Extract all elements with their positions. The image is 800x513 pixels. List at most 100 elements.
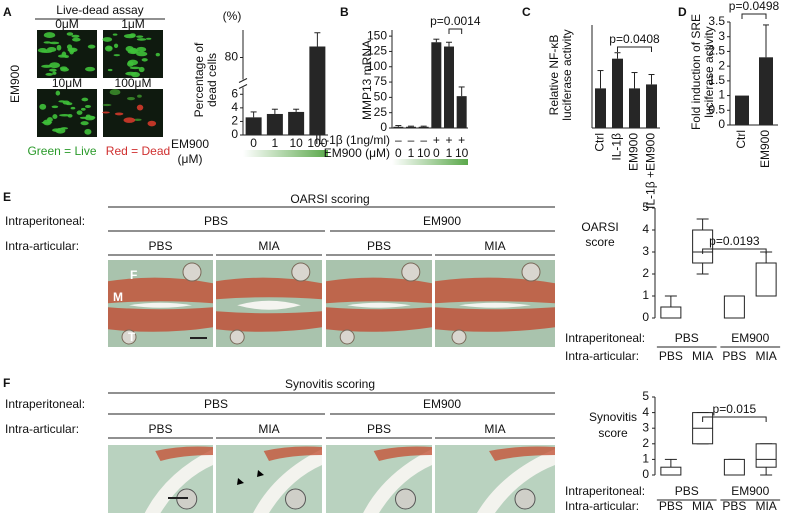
- joint-space: [347, 302, 411, 308]
- significance-bracket: [741, 13, 767, 19]
- bar: [393, 126, 404, 128]
- cell: [71, 34, 80, 38]
- cartilage: [326, 277, 432, 304]
- cell: [80, 121, 89, 126]
- x-tick-label: MIA: [692, 499, 713, 513]
- row-label: IL-1β (1ng/ml): [315, 133, 390, 147]
- gradient-bar: [392, 159, 468, 165]
- bar: [456, 96, 467, 128]
- row-label: Intra-articular:: [5, 239, 79, 253]
- significance-bracket: [702, 248, 767, 254]
- x-tick-label: MIA: [755, 499, 776, 513]
- marrow: [401, 262, 421, 282]
- cartilage: [489, 446, 555, 461]
- y-tick-label: 0: [380, 120, 387, 134]
- y-axis-label: Fold induction of SRE: [689, 14, 703, 130]
- cell: [51, 105, 59, 109]
- panel-letter: E: [3, 190, 11, 204]
- marrow: [514, 488, 536, 510]
- significance-bracket: [448, 28, 463, 34]
- bar: [245, 117, 262, 135]
- gradient-bar: [243, 150, 328, 157]
- synovium: [363, 449, 432, 513]
- synovium: [253, 449, 322, 513]
- y-tick-label: 75: [374, 74, 388, 88]
- cell: [37, 48, 48, 53]
- x-tick-label: PBS: [722, 499, 746, 513]
- cell: [66, 32, 74, 36]
- y-tick-label: 2: [718, 58, 725, 72]
- cell: [58, 100, 66, 103]
- y-tick-label: 4: [231, 100, 238, 114]
- row-label: Intra-articular:: [5, 422, 79, 436]
- x-tick-label: Ctrl: [593, 133, 607, 152]
- cartilage: [263, 446, 322, 461]
- y-tick-label: 3: [718, 29, 725, 43]
- y-tick-label: 125: [367, 44, 387, 58]
- cell: [76, 110, 83, 115]
- row-label: Intra-articular:: [565, 499, 639, 513]
- panel-letter: C: [522, 5, 531, 19]
- y-tick-label: 4: [642, 222, 649, 236]
- cartilage: [108, 277, 213, 304]
- cell: [52, 114, 58, 120]
- bar: [309, 46, 326, 135]
- x-tick-label: PBS: [722, 349, 746, 363]
- subgroup-label: MIA: [484, 239, 505, 253]
- cell: [60, 67, 69, 72]
- cell: [85, 66, 96, 72]
- cell: [87, 44, 96, 49]
- condition-label: –: [420, 133, 427, 147]
- condition-label: +: [433, 133, 440, 147]
- subgroup-label: MIA: [484, 422, 505, 436]
- y-tick-label: 1: [718, 88, 725, 102]
- subgroup-label: PBS: [148, 422, 172, 436]
- x-axis-label: EM900: [171, 137, 209, 151]
- cell: [41, 64, 53, 68]
- group-label: PBS: [675, 484, 699, 498]
- cartilage: [108, 307, 213, 332]
- bar: [266, 113, 283, 135]
- marrow: [182, 262, 202, 282]
- y-unit: (%): [223, 9, 242, 23]
- group-label: PBS: [204, 214, 228, 228]
- cell: [43, 41, 52, 44]
- cell: [123, 117, 136, 123]
- group-label: PBS: [204, 397, 228, 411]
- row-label: EM900 (μM): [324, 146, 390, 160]
- condition-label: +: [458, 133, 465, 147]
- bar: [595, 88, 606, 128]
- cell: [39, 103, 47, 110]
- y-axis-label: OARSI: [581, 220, 618, 234]
- cell: [60, 127, 69, 130]
- x-tick-label: 1: [408, 146, 415, 160]
- y-tick-label: 2: [642, 436, 649, 450]
- cell: [88, 115, 96, 120]
- arrowhead: [257, 470, 264, 477]
- cell: [45, 72, 53, 76]
- y-tick-label: 0: [642, 467, 649, 481]
- cell: [137, 94, 142, 98]
- x-tick-label: 0: [395, 146, 402, 160]
- cell: [133, 118, 142, 121]
- significance-bracket: [702, 416, 767, 422]
- cell: [79, 116, 89, 119]
- p-value: p=0.015: [713, 402, 757, 416]
- box: [723, 295, 745, 319]
- y-tick-label: 4: [642, 405, 649, 419]
- marrow: [395, 488, 416, 510]
- cell: [52, 71, 57, 75]
- row-label: EM900: [8, 65, 22, 103]
- y-tick-label: 1: [642, 288, 649, 302]
- bar: [759, 57, 773, 125]
- group-label: EM900: [423, 397, 461, 411]
- y-axis-label: Percentage of: [192, 42, 206, 117]
- cell: [109, 89, 121, 96]
- cell: [130, 71, 140, 78]
- cell: [129, 66, 141, 70]
- subgroup-label: PBS: [367, 422, 391, 436]
- y-tick-label: 2: [642, 266, 649, 280]
- y-axis-label: dead cells: [205, 53, 219, 107]
- image-label: 1μM: [121, 17, 145, 31]
